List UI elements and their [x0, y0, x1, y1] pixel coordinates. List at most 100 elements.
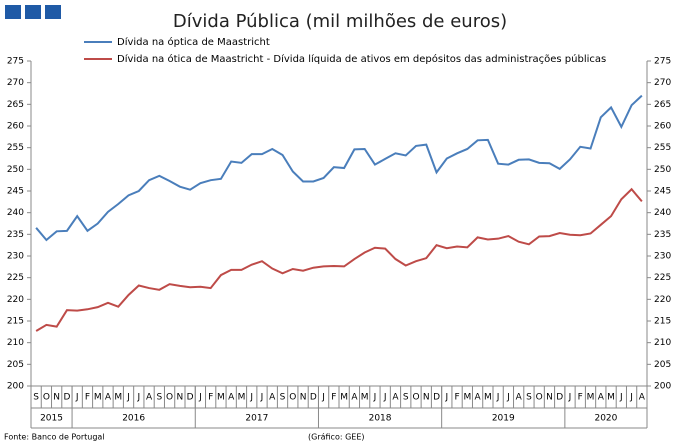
x-tick-label: D — [556, 393, 563, 403]
x-tick-label: J — [619, 393, 623, 403]
y-tick-label: 275 — [7, 57, 24, 67]
x-tick-label: M — [340, 393, 348, 403]
logo-block — [45, 5, 61, 19]
x-tick-label: S — [526, 393, 532, 403]
y-tick-label: 200 — [7, 382, 24, 392]
x-tick-label: A — [475, 393, 482, 403]
x-tick-label: A — [351, 393, 358, 403]
x-tick-label: D — [433, 393, 440, 403]
y-tick-label: 250 — [7, 165, 24, 175]
x-tick-label: J — [136, 393, 140, 403]
x-tick-label: A — [639, 393, 646, 403]
x-tick-label: O — [536, 393, 543, 403]
logo-block — [5, 5, 21, 19]
x-tick-label: J — [444, 393, 448, 403]
x-tick-label: S — [403, 393, 409, 403]
x-tick-label: M — [463, 393, 471, 403]
x-tick-label: M — [607, 393, 615, 403]
legend-label: Dívida na óptica de Maastricht — [117, 36, 270, 48]
x-tick-label: S — [33, 393, 39, 403]
legend-label: Dívida na ótica de Maastricht - Dívida l… — [117, 53, 606, 65]
x-tick-label: S — [156, 393, 162, 403]
x-tick-label: S — [280, 393, 286, 403]
x-tick-label: J — [506, 393, 510, 403]
y-tick-label: 240 — [7, 208, 24, 218]
y2-tick-label: 210 — [654, 338, 671, 348]
chart-title: Dívida Pública (mil milhões de euros) — [173, 11, 507, 32]
x-tick-label: J — [198, 393, 202, 403]
y2-tick-label: 200 — [654, 382, 671, 392]
x-tick-label: D — [310, 393, 317, 403]
x-tick-label: O — [289, 393, 296, 403]
x-tick-label: M — [94, 393, 102, 403]
data-line — [35, 94, 643, 242]
x-group-label: 2019 — [492, 414, 515, 424]
credit: (Gráfico: GEE) — [308, 433, 365, 442]
x-tick-label: D — [187, 393, 194, 403]
y2-tick-label: 255 — [654, 143, 671, 153]
x-tick-label: F — [331, 393, 336, 403]
y2-tick-label: 225 — [654, 273, 671, 283]
x-tick-label: J — [373, 393, 377, 403]
x-tick-label: F — [208, 393, 213, 403]
y2-tick-label: 250 — [654, 165, 671, 175]
x-tick-label: N — [546, 393, 553, 403]
x-tick-label: D — [63, 393, 70, 403]
y-tick-label: 270 — [7, 78, 24, 88]
y-tick-label: 205 — [7, 360, 24, 370]
x-tick-label: A — [392, 393, 399, 403]
x-group-label: 2016 — [122, 414, 145, 424]
x-tick-label: O — [412, 393, 419, 403]
x-tick-label: F — [454, 393, 459, 403]
y2-tick-label: 240 — [654, 208, 671, 218]
x-tick-label: N — [176, 393, 183, 403]
y2-tick-label: 205 — [654, 360, 671, 370]
x-tick-label: J — [126, 393, 130, 403]
x-tick-label: A — [146, 393, 153, 403]
x-tick-label: A — [269, 393, 276, 403]
x-tick-label: J — [249, 393, 253, 403]
x-tick-label: N — [300, 393, 307, 403]
x-tick-label: A — [516, 393, 523, 403]
source: Fonte: Banco de Portugal — [4, 433, 105, 442]
x-tick-label: J — [383, 393, 387, 403]
y-tick-label: 210 — [7, 338, 24, 348]
x-tick-label: A — [598, 393, 605, 403]
x-tick-label: F — [85, 393, 90, 403]
x-tick-label: O — [166, 393, 173, 403]
x-tick-label: F — [578, 393, 583, 403]
x-tick-label: M — [238, 393, 246, 403]
x-tick-label: J — [75, 393, 79, 403]
x-tick-label: N — [423, 393, 430, 403]
y2-tick-label: 265 — [654, 100, 671, 110]
x-group-label: 2018 — [369, 414, 392, 424]
y2-tick-label: 270 — [654, 78, 671, 88]
y-tick-label: 260 — [7, 122, 24, 132]
y-tick-label: 255 — [7, 143, 24, 153]
y-tick-label: 230 — [7, 252, 24, 262]
x-tick-label: O — [43, 393, 50, 403]
x-tick-label: A — [228, 393, 235, 403]
y-tick-label: 265 — [7, 100, 24, 110]
y-tick-label: 235 — [7, 230, 24, 240]
y-tick-label: 245 — [7, 187, 24, 197]
x-tick-label: J — [496, 393, 500, 403]
x-tick-label: M — [587, 393, 595, 403]
x-tick-label: N — [53, 393, 60, 403]
y2-tick-label: 245 — [654, 187, 671, 197]
y2-tick-label: 235 — [654, 230, 671, 240]
y2-tick-label: 230 — [654, 252, 671, 262]
x-tick-label: M — [217, 393, 225, 403]
x-tick-label: M — [361, 393, 369, 403]
x-group-label: 2020 — [594, 414, 617, 424]
x-tick-label: J — [568, 393, 572, 403]
y2-tick-label: 260 — [654, 122, 671, 132]
x-tick-label: M — [114, 393, 122, 403]
y2-tick-label: 275 — [654, 57, 671, 67]
y2-tick-label: 215 — [654, 317, 671, 327]
x-tick-label: J — [629, 393, 633, 403]
logo-block — [25, 5, 41, 19]
x-tick-label: A — [105, 393, 112, 403]
x-group-label: 2015 — [40, 414, 63, 424]
